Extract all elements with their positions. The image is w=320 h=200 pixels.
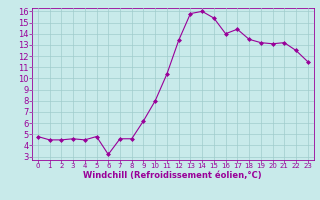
X-axis label: Windchill (Refroidissement éolien,°C): Windchill (Refroidissement éolien,°C) <box>84 171 262 180</box>
